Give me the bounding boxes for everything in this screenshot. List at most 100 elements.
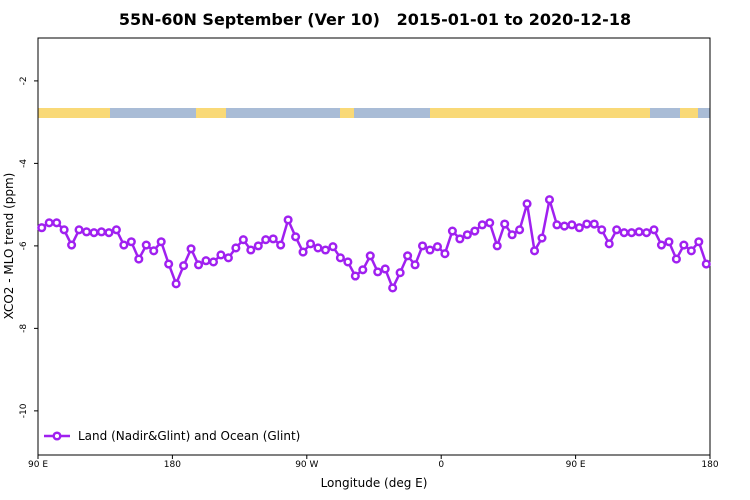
legend-marker	[52, 431, 62, 441]
data-point	[358, 265, 368, 275]
chart-title: 55N-60N September (Ver 10) 2015-01-01 to…	[119, 10, 631, 29]
data-point	[403, 251, 413, 261]
x-axis-label: Longitude (deg E)	[321, 476, 428, 490]
data-point	[544, 195, 555, 205]
data-point	[373, 267, 383, 277]
data-point	[223, 253, 233, 263]
data-point	[388, 283, 398, 293]
data-point	[440, 249, 450, 259]
y-tick-label: -10	[19, 403, 29, 418]
x-tick-label: 180	[701, 460, 718, 470]
data-point	[164, 259, 174, 269]
data-point	[276, 240, 286, 250]
data-point	[515, 225, 525, 235]
data-point	[291, 232, 301, 242]
data-point	[37, 223, 47, 233]
plot-frame	[37, 37, 711, 456]
data-point	[96, 227, 107, 237]
data-point	[686, 246, 696, 256]
data-point	[320, 245, 331, 255]
data-point	[507, 230, 517, 240]
x-tick-label: 90 E	[28, 460, 48, 470]
data-point	[119, 240, 129, 250]
data-point	[298, 247, 308, 257]
data-point	[395, 268, 405, 278]
data-point	[470, 226, 480, 236]
data-point	[231, 243, 241, 253]
data-point	[328, 242, 338, 252]
x-tick-label: 90 E	[566, 460, 586, 470]
data-point	[81, 227, 92, 237]
data-point	[694, 237, 704, 247]
data-point	[619, 228, 629, 238]
data-point	[462, 230, 472, 240]
map-strip	[38, 108, 710, 118]
data-point	[522, 199, 532, 209]
data-point	[246, 245, 256, 255]
data-point	[74, 225, 84, 235]
data-point	[156, 237, 166, 247]
data-point	[283, 215, 293, 225]
data-point	[171, 279, 181, 289]
data-point	[193, 260, 204, 270]
data-point	[432, 242, 443, 252]
data-point	[582, 219, 592, 229]
data-point	[529, 246, 540, 256]
data-point	[44, 218, 54, 228]
data-point	[656, 240, 667, 250]
data-point	[559, 221, 569, 231]
data-point	[186, 244, 196, 254]
data-point	[149, 246, 159, 256]
y-axis-label: XCO2 - MLO trend (ppm)	[2, 173, 16, 320]
x-tick-label: 90 W	[295, 460, 318, 470]
data-point	[111, 225, 121, 235]
data-point	[238, 235, 248, 245]
data-point	[664, 237, 674, 247]
data-point	[671, 254, 681, 264]
data-point	[589, 219, 599, 229]
data-point	[208, 257, 219, 267]
data-point	[52, 218, 62, 228]
data-point	[679, 240, 689, 250]
y-tick-label: -8	[19, 324, 29, 333]
data-point	[455, 234, 465, 244]
data-point	[350, 271, 360, 281]
data-point	[253, 241, 263, 251]
data-point	[67, 240, 77, 250]
x-tick-label: 180	[164, 460, 181, 470]
y-tick-label: -4	[19, 159, 29, 168]
data-point	[201, 256, 211, 266]
data-point	[612, 225, 622, 235]
data-point	[552, 220, 562, 230]
data-point	[500, 219, 510, 229]
data-point	[537, 233, 547, 243]
data-point	[574, 223, 584, 233]
data-point	[134, 254, 144, 264]
data-point	[492, 241, 502, 251]
data-point	[365, 251, 375, 261]
data-point	[335, 253, 345, 263]
x-tick-label: 0	[438, 460, 444, 470]
data-point	[485, 218, 495, 228]
data-point	[701, 259, 711, 269]
data-point	[305, 239, 316, 249]
data-point	[567, 220, 577, 230]
data-point	[604, 239, 614, 249]
data-point	[447, 226, 457, 236]
data-point	[59, 225, 69, 235]
data-point	[343, 257, 353, 267]
data-point	[104, 228, 114, 238]
data-point	[641, 228, 652, 238]
data-point	[477, 220, 487, 230]
data-point	[649, 225, 659, 235]
legend-label: Land (Nadir&Glint) and Ocean (Glint)	[78, 429, 300, 443]
data-point	[417, 241, 428, 251]
data-point	[627, 228, 637, 238]
data-point	[141, 240, 151, 250]
data-point	[216, 250, 226, 260]
y-tick-label: -6	[19, 241, 29, 250]
data-point	[313, 243, 323, 253]
data-point	[425, 245, 435, 255]
